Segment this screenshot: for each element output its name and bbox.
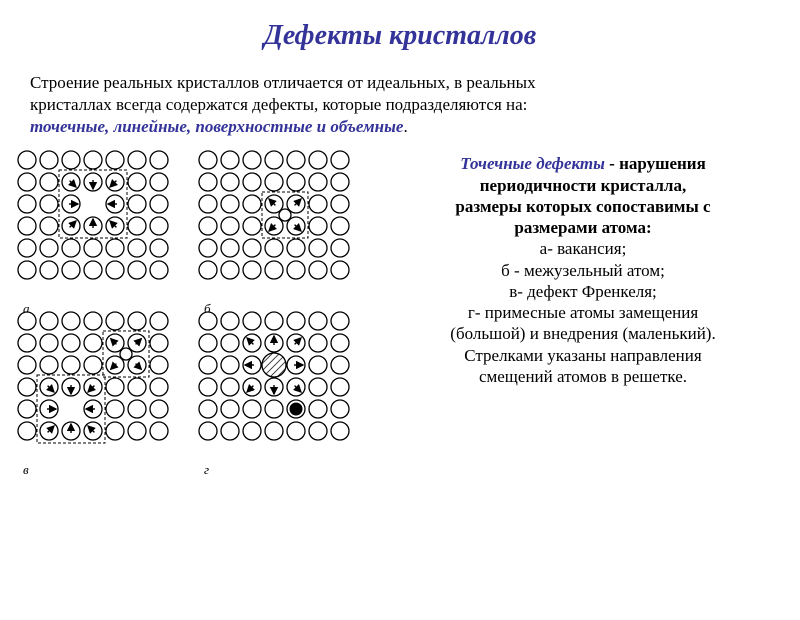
lead-rest1: - нарушения xyxy=(605,154,706,173)
label-v: в xyxy=(23,462,29,478)
desc-g2: (большой) и внедрения (маленький). xyxy=(381,323,785,344)
desc-v: в- дефект Френкеля; xyxy=(381,281,785,302)
desc-arrows2: смещений атомов в решетке. xyxy=(381,366,785,387)
lead-rest3: размеры которых сопоставимы с xyxy=(381,196,785,217)
lattice-v: в xyxy=(15,309,190,464)
intro-types: точечные, линейные, поверхностные и объе… xyxy=(30,117,403,136)
desc-b: б - межузельный атом; xyxy=(381,260,785,281)
title: Дефекты кристаллов xyxy=(0,20,800,52)
description: Точечные дефекты - нарушения периодичнос… xyxy=(381,148,785,464)
lead-rest4: размерами атома: xyxy=(381,217,785,238)
lead-rest2: периодичности кристалла, xyxy=(381,175,785,196)
lattice-diagrams: а б в г xyxy=(15,148,371,464)
desc-g1: г- примесные атомы замещения xyxy=(381,302,785,323)
label-g: г xyxy=(204,462,209,478)
desc-arrows1: Стрелками указаны направления xyxy=(381,345,785,366)
intro-line2: кристаллах всегда содержатся дефекты, ко… xyxy=(30,95,527,114)
lattice-g: г xyxy=(196,309,371,464)
intro-line1: Строение реальных кристаллов отличается … xyxy=(30,73,536,92)
desc-a: а- вакансия; xyxy=(381,238,785,259)
lead-blue: Точечные дефекты xyxy=(460,154,605,173)
lattice-a: а xyxy=(15,148,190,303)
lattice-b: б xyxy=(196,148,371,303)
intro-paragraph: Строение реальных кристаллов отличается … xyxy=(0,72,800,138)
